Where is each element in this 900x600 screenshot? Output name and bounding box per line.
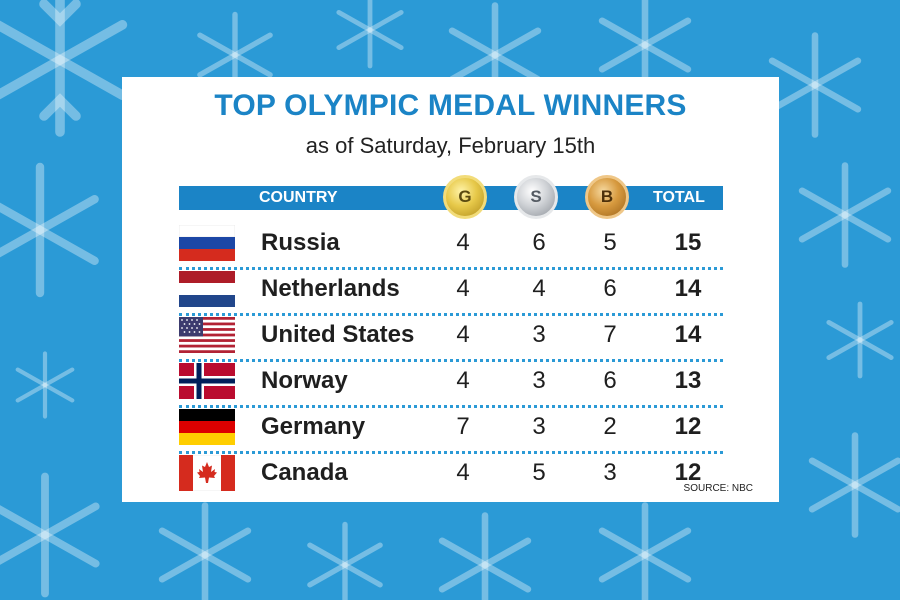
column-header-country: COUNTRY <box>259 189 338 206</box>
bronze-count: 2 <box>603 413 617 440</box>
gold-count: 4 <box>456 459 470 486</box>
gold-count: 4 <box>456 275 470 302</box>
column-header-total: TOTAL <box>653 189 705 206</box>
row-divider <box>179 451 723 454</box>
snowflake-icon <box>808 432 900 538</box>
row-divider <box>179 405 723 408</box>
country-name: Netherlands <box>261 275 400 302</box>
page-subtitle: as of Saturday, February 15th <box>305 133 596 158</box>
total-count: 14 <box>674 321 702 348</box>
snowflake-icon <box>0 0 128 137</box>
bronze-medal-icon: B <box>585 175 629 219</box>
total-count: 13 <box>674 367 702 394</box>
snowflake-icon <box>826 301 894 379</box>
country-name: Germany <box>261 413 366 440</box>
bronze-count: 6 <box>603 367 617 394</box>
table-row: Germany 7 3 2 12 <box>179 409 723 455</box>
silver-count: 6 <box>532 229 546 256</box>
silver-medal-label: S <box>530 187 542 206</box>
row-divider <box>179 359 723 362</box>
canada-flag-icon <box>179 455 235 491</box>
russia-flag-icon <box>179 225 235 261</box>
snowflake-icon <box>307 521 383 600</box>
gold-count: 4 <box>456 367 470 394</box>
table-row: Netherlands 4 4 6 14 <box>179 271 723 317</box>
united-states-flag-icon <box>179 317 235 353</box>
bronze-count: 6 <box>603 275 617 302</box>
snowflake-icon <box>336 0 404 69</box>
table-row: Russia 4 6 5 15 <box>179 225 723 271</box>
bronze-count: 7 <box>603 321 617 348</box>
snowflake-icon <box>158 502 252 600</box>
bronze-medal-label: B <box>600 187 614 206</box>
snowflake-icon <box>438 512 532 600</box>
total-count: 12 <box>674 459 702 486</box>
norway-flag-icon <box>179 363 235 399</box>
country-name: Russia <box>261 229 340 256</box>
row-divider <box>179 267 723 270</box>
gold-count: 7 <box>456 413 470 440</box>
silver-count: 3 <box>532 413 546 440</box>
germany-flag-icon <box>179 409 235 445</box>
gold-count: 4 <box>456 229 470 256</box>
table-row: Norway 4 3 6 13 <box>179 363 723 409</box>
total-count: 14 <box>674 275 702 302</box>
row-divider <box>179 313 723 316</box>
silver-count: 3 <box>532 321 546 348</box>
snowflake-icon <box>768 32 862 138</box>
snowflake-icon <box>598 502 692 600</box>
snowflake-icon <box>0 472 100 598</box>
page-title: TOP OLYMPIC MEDAL WINNERS <box>214 89 687 122</box>
country-name: Norway <box>261 367 348 394</box>
bronze-count: 5 <box>603 229 617 256</box>
gold-medal-label: G <box>458 187 472 206</box>
medal-table-card: TOP OLYMPIC MEDAL WINNERS as of Saturday… <box>122 77 779 502</box>
gold-medal-icon: G <box>443 175 487 219</box>
table-row: United States 4 3 7 14 <box>179 317 723 363</box>
gold-count: 4 <box>456 321 470 348</box>
silver-count: 4 <box>532 275 546 302</box>
total-count: 15 <box>674 229 702 256</box>
country-name: United States <box>261 321 415 348</box>
silver-count: 5 <box>532 459 546 486</box>
snowflake-icon <box>15 351 75 419</box>
total-count: 12 <box>674 413 702 440</box>
table-row: Canada 4 5 3 12 <box>179 455 723 501</box>
silver-medal-icon: S <box>514 175 558 219</box>
bronze-count: 3 <box>603 459 617 486</box>
country-name: Canada <box>261 459 348 486</box>
source-credit: SOURCE: NBC <box>683 483 753 494</box>
snowflake-icon <box>0 162 99 298</box>
silver-count: 3 <box>532 367 546 394</box>
netherlands-flag-icon <box>179 271 235 307</box>
snowflake-icon <box>798 162 892 268</box>
